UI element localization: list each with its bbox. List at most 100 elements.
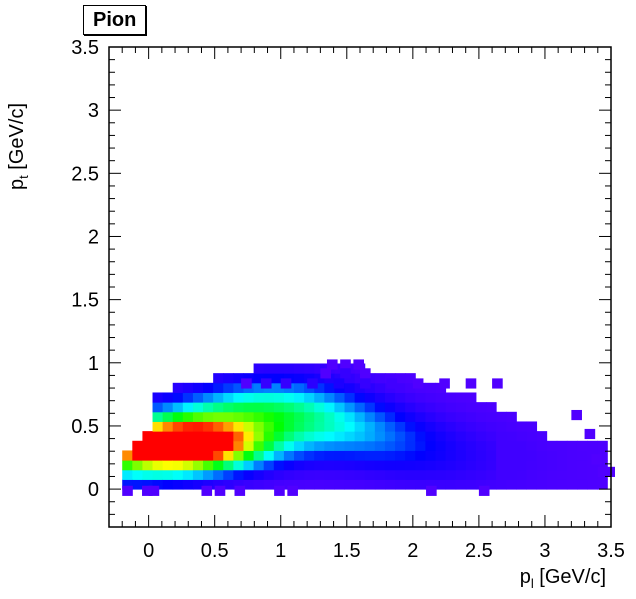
heatmap-cell (234, 485, 246, 496)
heatmap-cell (283, 363, 295, 374)
heatmap-cell (584, 428, 596, 440)
heatmap-cell (475, 402, 487, 413)
heatmap-cell (304, 450, 315, 461)
heatmap-cell (364, 411, 376, 422)
heatmap-cell (465, 378, 477, 389)
heatmap-cell (273, 392, 285, 403)
heatmap-cell (455, 431, 467, 442)
heatmap-cell (364, 431, 376, 442)
heatmap-cell (506, 421, 517, 432)
heatmap-cell (213, 440, 224, 451)
heatmap-cell (273, 440, 285, 451)
heatmap-cell (243, 402, 255, 413)
heatmap-cell (314, 382, 325, 393)
x-tick-label: 2.5 (465, 540, 493, 562)
heatmap-cell (203, 382, 214, 393)
heatmap-cell (233, 421, 244, 432)
heatmap-cell (556, 460, 568, 471)
x-tick-label: 0.5 (201, 540, 229, 562)
heatmap-cell (324, 411, 335, 422)
heatmap-cell (253, 469, 265, 480)
heatmap-cell (465, 411, 477, 422)
heatmap-cell (314, 431, 325, 442)
heatmap-cell (496, 469, 507, 480)
heatmap-cell (263, 460, 275, 471)
heatmap-cell (162, 402, 174, 413)
heatmap-cell (536, 431, 548, 442)
heatmap-cell (334, 450, 346, 461)
heatmap-cell (142, 469, 154, 480)
heatmap-cell (243, 411, 255, 422)
heatmap-cell (162, 450, 174, 461)
heatmap-cell (395, 440, 406, 451)
heatmap-cell (506, 411, 517, 422)
heatmap-cell (213, 402, 224, 413)
heatmap-cell (374, 402, 386, 413)
heatmap-cell (152, 479, 164, 490)
heatmap-cell (556, 450, 568, 461)
heatmap-cell (182, 402, 194, 413)
heatmap-cell (273, 363, 285, 374)
heatmap-cell (324, 440, 335, 451)
heatmap-cell (233, 411, 244, 422)
heatmap-cell (203, 479, 214, 490)
heatmap-cell (546, 450, 558, 461)
heatmap-cell (384, 479, 396, 490)
heatmap-cell (354, 450, 366, 461)
heatmap-cell (273, 402, 285, 413)
heatmap-cell (334, 479, 346, 490)
heatmap-cell (287, 485, 298, 496)
heatmap-cell (486, 421, 497, 432)
heatmap-cell (122, 485, 133, 496)
heatmap-cell (395, 460, 406, 471)
heatmap-cell (213, 392, 224, 403)
heatmap-cell (516, 450, 527, 461)
heatmap-cell (263, 402, 275, 413)
heatmap-cell (526, 479, 538, 490)
heatmap-cell (192, 392, 204, 403)
heatmap-cell (233, 450, 244, 461)
heatmap-cell (354, 382, 366, 393)
heatmap-cell (253, 392, 265, 403)
heatmap-cell (223, 431, 234, 442)
heatmap-cell (162, 421, 174, 432)
heatmap-cell (172, 382, 184, 393)
heatmap-cell (314, 373, 325, 384)
heatmap-cell (395, 469, 406, 480)
heatmap-cell (496, 440, 507, 451)
heatmap-cell (243, 479, 255, 490)
heatmap-cell (243, 469, 255, 480)
heatmap-cell (445, 421, 457, 432)
heatmap-cell (192, 402, 204, 413)
heatmap-cell (192, 431, 204, 442)
heatmap-cell (274, 485, 285, 496)
heatmap-cell (233, 440, 244, 451)
heatmap-cell (384, 460, 396, 471)
heatmap-cell (132, 450, 143, 461)
heatmap-cell (162, 469, 174, 480)
heatmap-cell (213, 373, 224, 384)
heatmap-cell (142, 450, 154, 461)
heatmap-cell (304, 402, 315, 413)
heatmap-cell (475, 431, 487, 442)
heatmap-cell (405, 431, 416, 442)
heatmap-cell (273, 382, 285, 393)
heatmap-cell (233, 469, 244, 480)
heatmap-cell (604, 466, 616, 477)
heatmap-cell (354, 411, 366, 422)
heatmap-cell (526, 469, 538, 480)
heatmap-cell (203, 402, 214, 413)
heatmap-cell (384, 411, 396, 422)
heatmap-cell (253, 450, 265, 461)
heatmap-cell (455, 402, 467, 413)
heatmap-cell (213, 411, 224, 422)
heatmap-cell (203, 469, 214, 480)
heatmap-cell (344, 431, 356, 442)
heatmap-cell (425, 460, 436, 471)
heatmap-cell (334, 363, 346, 374)
heatmap-cell (384, 450, 396, 461)
heatmap-cell (243, 450, 255, 461)
heatmap-cell (223, 450, 234, 461)
heatmap-cell (384, 373, 396, 384)
heatmap-cell (445, 411, 457, 422)
